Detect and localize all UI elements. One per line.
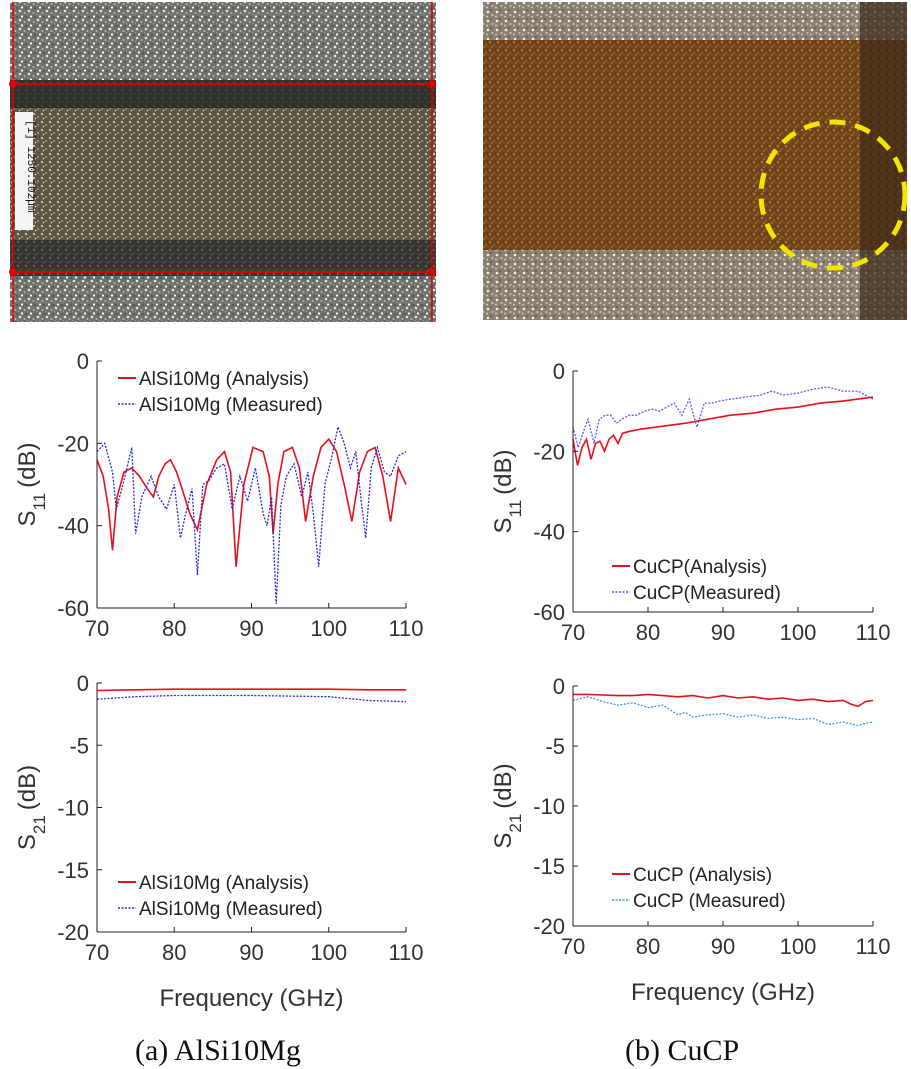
x-tick-label: 90 bbox=[239, 940, 263, 965]
defect-highlight-circle bbox=[758, 119, 908, 271]
legend-entry: CuCP (Analysis) bbox=[633, 865, 772, 886]
series-line bbox=[572, 396, 874, 466]
measure-marker bbox=[428, 80, 436, 88]
chart-b-s21-legend: CuCP (Analysis) CuCP (Measured) bbox=[612, 865, 786, 912]
x-tick-label: 110 bbox=[388, 616, 423, 641]
legend-entry: AlSi10Mg (Measured) bbox=[139, 395, 323, 416]
x-tick-label: 90 bbox=[239, 616, 263, 641]
x-tick-label: 70 bbox=[561, 934, 585, 959]
y-tick-label: -60 bbox=[57, 596, 89, 621]
y-tick-label: -15 bbox=[57, 858, 89, 883]
series-line bbox=[96, 694, 407, 703]
x-tick-label: 110 bbox=[855, 934, 890, 959]
x-tick-label: 80 bbox=[162, 616, 186, 641]
chart-a-s11: 70 80 90 100 110 0 -20 -40 -60 S11(dB) AlSi10Mg (… bbox=[14, 349, 424, 641]
x-tick-label: 70 bbox=[561, 620, 585, 645]
legend-entry: CuCP(Measured) bbox=[633, 583, 781, 604]
x-tick-label: 100 bbox=[780, 620, 817, 645]
x-tick-label: 90 bbox=[711, 620, 735, 645]
legend-entry: CuCP(Analysis) bbox=[633, 557, 767, 578]
chart-b-s11-lines bbox=[572, 386, 874, 466]
y-tick-label: -40 bbox=[57, 514, 89, 539]
caption-b: (b) CuCP bbox=[625, 1034, 739, 1067]
series-line bbox=[96, 437, 407, 567]
chart-b-s21-axes: 70 80 90 100 110 0 -5 -10 -15 -20 S21(dB) Frequency… bbox=[490, 674, 891, 1006]
x-tick-label: 110 bbox=[855, 620, 890, 645]
y-tick-label: -15 bbox=[533, 854, 565, 879]
chart-b-s11-legend: CuCP(Analysis) CuCP(Measured) bbox=[612, 557, 781, 604]
series-line bbox=[96, 688, 406, 692]
x-axis-label: Frequency (GHz) bbox=[159, 985, 343, 1012]
y-tick-label: -5 bbox=[69, 733, 89, 758]
series-line bbox=[573, 693, 874, 708]
x-tick-label: 110 bbox=[388, 940, 423, 965]
x-tick-label: 70 bbox=[85, 940, 109, 965]
chart-a-s11-lines bbox=[96, 424, 407, 604]
y-axis-label: S11(dB) bbox=[14, 442, 49, 526]
caption-a: (a) AlSi10Mg bbox=[135, 1034, 301, 1067]
series-line bbox=[572, 386, 874, 450]
y-tick-label: 0 bbox=[553, 674, 565, 699]
y-tick-label: 0 bbox=[77, 349, 89, 374]
y-axis-label: S21(dB) bbox=[14, 765, 49, 850]
chart-b-s21: 70 80 90 100 110 0 -5 -10 -15 -20 S21(dB) Frequency… bbox=[490, 674, 891, 1006]
measure-marker bbox=[9, 80, 17, 88]
legend-entry: CuCP (Measured) bbox=[633, 891, 786, 912]
y-tick-label: -20 bbox=[533, 439, 565, 464]
series-line bbox=[96, 424, 407, 604]
x-tick-label: 80 bbox=[636, 620, 660, 645]
legend-entry: AlSi10Mg (Analysis) bbox=[139, 369, 309, 390]
x-tick-label: 90 bbox=[711, 934, 735, 959]
chart-b-s11: 70 80 90 100 110 0 -20 -40 -60 S11(dB) CuCP(Analy… bbox=[490, 359, 891, 645]
micrograph-b bbox=[483, 2, 908, 320]
x-tick-label: 80 bbox=[636, 934, 660, 959]
chart-b-s11-axes: 70 80 90 100 110 0 -20 -40 -60 S11(dB) bbox=[490, 359, 891, 645]
y-tick-label: -40 bbox=[533, 520, 565, 545]
chart-a-s11-legend: AlSi10Mg (Analysis) AlSi10Mg (Measured) bbox=[118, 369, 323, 416]
y-axis-label: S11(dB) bbox=[490, 449, 525, 533]
x-axis-label: Frequency (GHz) bbox=[631, 979, 815, 1006]
y-axis-label: S21(dB) bbox=[490, 763, 525, 848]
y-tick-label: -20 bbox=[533, 914, 565, 939]
y-tick-label: -10 bbox=[57, 796, 89, 821]
x-tick-label: 70 bbox=[85, 616, 109, 641]
chart-b-s21-lines bbox=[572, 693, 874, 727]
y-tick-label: 0 bbox=[77, 671, 89, 696]
chart-a-s11-axes: 70 80 90 100 110 0 -20 -40 -60 S11(dB) bbox=[14, 349, 424, 641]
y-tick-label: -20 bbox=[57, 431, 89, 456]
measure-label: [1] 1250.102µm bbox=[24, 120, 36, 213]
measure-marker bbox=[9, 268, 17, 276]
y-tick-label: -20 bbox=[57, 920, 89, 945]
y-tick-label: -10 bbox=[533, 794, 565, 819]
y-tick-label: 0 bbox=[553, 359, 565, 384]
x-tick-label: 100 bbox=[310, 940, 347, 965]
chart-a-s21-legend: AlSi10Mg (Analysis) AlSi10Mg (Measured) bbox=[118, 873, 323, 920]
y-tick-label: -5 bbox=[545, 734, 565, 759]
x-tick-label: 100 bbox=[310, 616, 347, 641]
measure-marker bbox=[428, 268, 436, 276]
chart-a-s21: 70 80 90 100 110 0 -5 -10 -15 -20 S21(dB) Frequency… bbox=[14, 671, 424, 1012]
legend-entry: AlSi10Mg (Measured) bbox=[139, 899, 323, 920]
x-tick-label: 100 bbox=[780, 934, 817, 959]
chart-a-s21-lines bbox=[96, 688, 407, 703]
chart-a-s21-axes: 70 80 90 100 110 0 -5 -10 -15 -20 S21(dB) Frequency… bbox=[14, 671, 424, 1012]
y-tick-label: -60 bbox=[533, 600, 565, 625]
x-tick-label: 80 bbox=[162, 940, 186, 965]
micrograph-a: [1] 1250.102µm bbox=[9, 2, 436, 322]
series-line bbox=[572, 696, 874, 727]
legend-entry: AlSi10Mg (Analysis) bbox=[139, 873, 309, 894]
